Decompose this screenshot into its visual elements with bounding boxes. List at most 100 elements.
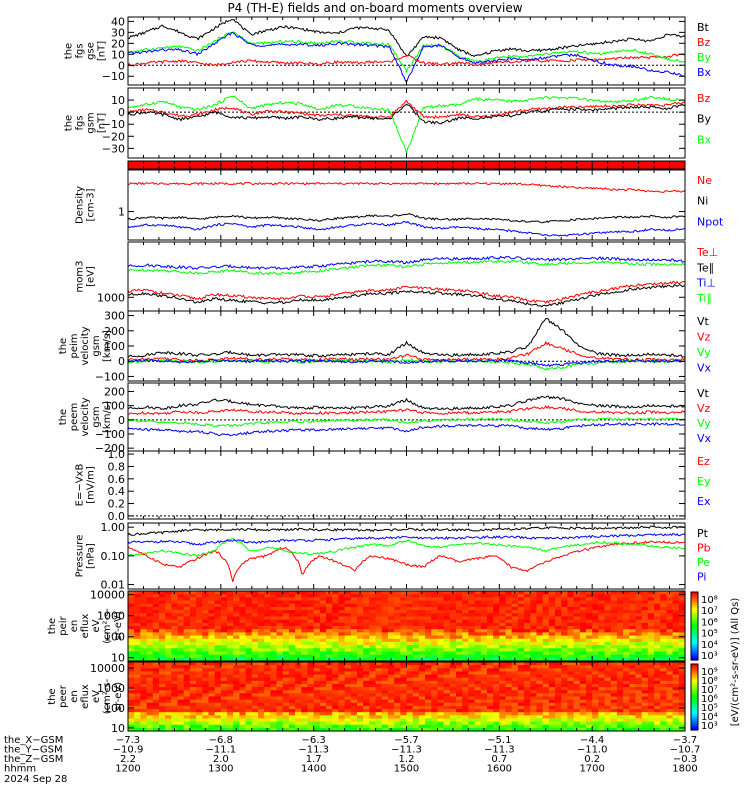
heatmap-cell bbox=[468, 603, 476, 608]
heatmap-cell bbox=[592, 591, 599, 595]
heatmap-cell bbox=[456, 690, 463, 694]
heatmap-cell bbox=[270, 616, 278, 621]
heatmap-cell bbox=[567, 619, 575, 624]
heatmap-cell bbox=[332, 690, 340, 694]
heatmap-cell bbox=[158, 657, 166, 662]
heatmap-cell bbox=[369, 629, 377, 633]
heatmap-cell bbox=[629, 616, 637, 621]
colorbar-cell bbox=[691, 612, 698, 616]
heatmap-cell bbox=[530, 597, 538, 602]
heatmap-cell bbox=[158, 603, 166, 608]
heatmap-cell bbox=[555, 600, 562, 605]
heatmap-cell bbox=[208, 683, 216, 688]
heatmap-cell bbox=[245, 654, 253, 659]
heatmap-cell bbox=[443, 712, 451, 716]
time-axis-row-label: the_X−GSM bbox=[4, 735, 63, 746]
heatmap-cell bbox=[629, 651, 637, 656]
ylabel-line: [mV/m] bbox=[86, 466, 97, 504]
heatmap-cell bbox=[573, 597, 581, 602]
heatmap-cell bbox=[233, 594, 240, 598]
heatmap-cell bbox=[177, 683, 185, 688]
heatmap-cell bbox=[264, 597, 271, 602]
heatmap-cell bbox=[654, 591, 661, 595]
heatmap-cell bbox=[301, 626, 309, 630]
heatmap-cell bbox=[171, 603, 179, 608]
heatmap-cell bbox=[672, 651, 680, 656]
heatmap-cell bbox=[264, 619, 271, 624]
heatmap-cell bbox=[128, 648, 135, 653]
heatmap-cell bbox=[635, 594, 643, 598]
heatmap-cell bbox=[152, 662, 160, 666]
heatmap-cell bbox=[394, 693, 401, 698]
heatmap-cell bbox=[505, 677, 513, 682]
heatmap-cell bbox=[400, 635, 408, 640]
heatmap-cell bbox=[400, 718, 408, 723]
temperature-series-Te⊥ bbox=[127, 280, 686, 304]
legend-Pb: Pb bbox=[697, 542, 711, 555]
heatmap-cell bbox=[604, 648, 612, 653]
heatmap-cell bbox=[140, 622, 148, 627]
heatmap-cell bbox=[462, 709, 469, 713]
heatmap-cell bbox=[128, 619, 135, 624]
heatmap-cell bbox=[592, 674, 599, 679]
heatmap-cell bbox=[208, 622, 216, 627]
heatmap-cell bbox=[301, 712, 309, 716]
heatmap-cell bbox=[387, 629, 395, 633]
heatmap-cell bbox=[536, 662, 544, 666]
heatmap-cell bbox=[425, 603, 432, 608]
heatmap-cell bbox=[412, 610, 420, 614]
heatmap-cell bbox=[344, 674, 352, 679]
heatmap-cell bbox=[220, 600, 228, 605]
heatmap-cell bbox=[647, 699, 655, 704]
heatmap-cell bbox=[177, 613, 185, 618]
heatmap-cell bbox=[555, 638, 562, 643]
heatmap-cell bbox=[183, 724, 191, 729]
heatmap-cell bbox=[233, 705, 240, 710]
heatmap-cell bbox=[338, 591, 346, 595]
heatmap-cell bbox=[177, 702, 185, 707]
heatmap-cell bbox=[418, 724, 426, 729]
heatmap-cell bbox=[647, 597, 655, 602]
heatmap-cell bbox=[480, 610, 488, 614]
heatmap-cell bbox=[251, 645, 259, 649]
heatmap-cell bbox=[623, 651, 630, 656]
heatmap-cell bbox=[579, 668, 587, 673]
heatmap-cell bbox=[363, 718, 370, 723]
heatmap-cell bbox=[363, 600, 370, 605]
heatmap-cell bbox=[152, 613, 160, 618]
heatmap-cell bbox=[264, 683, 271, 688]
heatmap-cell bbox=[295, 594, 302, 598]
heatmap-cell bbox=[394, 718, 401, 723]
heatmap-cell bbox=[152, 718, 160, 723]
heatmap-cell bbox=[647, 724, 655, 729]
heatmap-cell bbox=[585, 632, 593, 637]
heatmap-cell bbox=[134, 724, 141, 729]
heatmap-cell bbox=[561, 606, 569, 611]
heatmap-cell bbox=[251, 674, 259, 679]
heatmap-cell bbox=[418, 680, 426, 685]
heatmap-cell bbox=[251, 677, 259, 682]
heatmap-cell bbox=[202, 648, 210, 653]
heatmap-cell bbox=[264, 613, 271, 618]
heatmap-cell bbox=[462, 696, 469, 701]
heatmap-cell bbox=[202, 616, 210, 621]
heatmap-cell bbox=[629, 641, 637, 646]
heatmap-cell bbox=[437, 635, 445, 640]
heatmap-cell bbox=[196, 687, 203, 691]
heatmap-cell bbox=[505, 622, 513, 627]
heatmap-cell bbox=[499, 619, 507, 624]
heatmap-cell bbox=[220, 613, 228, 618]
heatmap-cell bbox=[251, 662, 259, 666]
ytick-label: −20 bbox=[102, 130, 125, 143]
heatmap-cell bbox=[425, 721, 432, 726]
heatmap-cell bbox=[406, 718, 414, 723]
heatmap-cell bbox=[344, 638, 352, 643]
heatmap-cell bbox=[313, 693, 321, 698]
heatmap-cell bbox=[555, 690, 562, 694]
heatmap-cell bbox=[282, 696, 290, 701]
heatmap-cell bbox=[647, 594, 655, 598]
heatmap-cell bbox=[208, 626, 216, 630]
heatmap-cell bbox=[542, 671, 550, 676]
